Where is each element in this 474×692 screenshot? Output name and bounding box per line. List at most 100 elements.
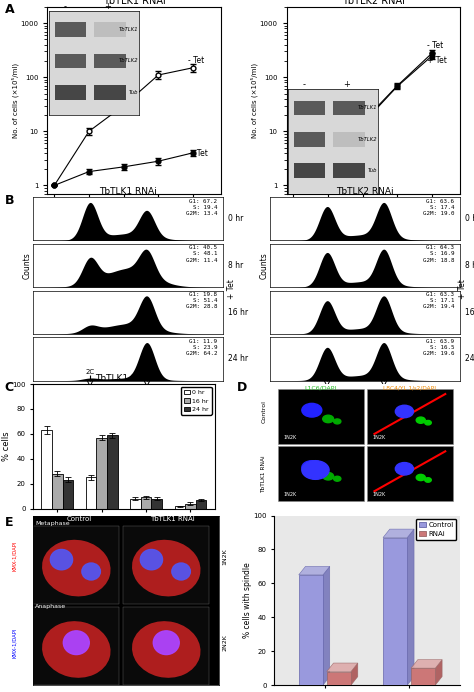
Text: 16 hr: 16 hr [228,308,248,317]
Y-axis label: Counts: Counts [260,252,269,279]
Text: 24 hr: 24 hr [465,354,474,363]
Ellipse shape [132,540,201,597]
Text: Metaphase: Metaphase [35,520,70,526]
X-axis label: Days post-induction: Days post-induction [335,215,411,224]
FancyBboxPatch shape [33,607,119,685]
Text: G1: 64.3
S: 16.9
G2M: 18.8: G1: 64.3 S: 16.9 G2M: 18.8 [423,245,454,263]
Text: Control: Control [261,400,266,423]
FancyBboxPatch shape [33,526,119,603]
Text: 8 hr: 8 hr [465,261,474,270]
Title: TbTLK1 RNAi: TbTLK1 RNAi [99,188,157,197]
Text: 1N2K: 1N2K [284,493,297,498]
Text: 1N2K: 1N2K [373,493,386,498]
Legend: Control, RNAi: Control, RNAi [416,519,456,540]
Circle shape [416,475,425,480]
Text: L1C6/DAPI: L1C6/DAPI [305,386,337,391]
Text: 8 hr: 8 hr [228,261,244,270]
Bar [411,668,435,685]
Text: Control: Control [67,516,92,522]
Y-axis label: Counts: Counts [23,252,32,279]
Text: C: C [5,381,14,394]
Circle shape [50,549,73,570]
Text: + Tet: + Tet [458,280,466,299]
Title: TbTLK2 RNAi: TbTLK2 RNAi [336,188,394,197]
Bar [174,506,185,509]
Text: 1N2K: 1N2K [373,435,386,440]
Circle shape [395,462,413,475]
Text: G1: 67.2
S: 19.4
G2M: 13.4: G1: 67.2 S: 19.4 G2M: 13.4 [186,199,217,216]
Bar [327,671,351,685]
Text: G1: 63.3
S: 17.1
G2M: 19.4: G1: 63.3 S: 17.1 G2M: 19.4 [423,292,454,309]
Polygon shape [351,663,358,685]
Text: G1: 11.9
S: 23.9
G2M: 64.2: G1: 11.9 S: 23.9 G2M: 64.2 [186,338,217,356]
Text: 1N2K: 1N2K [222,548,228,565]
Bar [96,437,107,509]
FancyBboxPatch shape [367,389,453,444]
FancyBboxPatch shape [123,526,210,603]
Bar [383,538,407,685]
FancyBboxPatch shape [278,446,364,501]
Ellipse shape [42,621,110,677]
FancyBboxPatch shape [278,389,364,444]
Text: 2N2K: 2N2K [222,635,228,651]
Text: 24 hr: 24 hr [228,354,248,363]
Circle shape [323,415,334,423]
Circle shape [302,461,322,475]
Text: - Tet: - Tet [188,57,204,66]
Title: TbTLK2 RNAi: TbTLK2 RNAi [342,0,405,6]
FancyBboxPatch shape [367,446,453,501]
Text: + Tet: + Tet [427,57,447,66]
Text: 0 hr: 0 hr [465,215,474,224]
Polygon shape [299,566,330,575]
Circle shape [416,417,425,424]
X-axis label: Days post-induction: Days post-induction [96,215,173,224]
Text: 16 hr: 16 hr [465,308,474,317]
Text: G1: 63.9
S: 16.5
G2M: 19.6: G1: 63.9 S: 16.5 G2M: 19.6 [423,338,454,356]
Bar [41,430,52,509]
Title: TbTLK1 RNAi: TbTLK1 RNAi [95,374,153,383]
Bar [63,480,73,509]
Text: Anaphase: Anaphase [35,603,66,609]
Text: D: D [237,381,247,394]
Circle shape [425,477,431,482]
Ellipse shape [132,621,201,677]
Circle shape [140,549,163,570]
Bar [299,575,323,685]
Text: - Tet: - Tet [427,41,443,50]
Polygon shape [383,529,414,538]
Text: TbTLK1 RNAi: TbTLK1 RNAi [150,516,195,522]
Polygon shape [407,529,414,685]
Title: TbTLK1 RNAi: TbTLK1 RNAi [103,0,165,6]
Circle shape [64,631,89,655]
Y-axis label: No. of cells (×10⁵/ml): No. of cells (×10⁵/ml) [11,63,19,138]
Text: G1: 63.6
S: 17.4
G2M: 19.0: G1: 63.6 S: 17.4 G2M: 19.0 [423,199,454,216]
Bar [86,477,96,509]
Bar [185,504,196,509]
Y-axis label: % cells: % cells [1,432,10,461]
Text: 0 hr: 0 hr [228,215,244,224]
Circle shape [302,403,322,417]
Circle shape [323,473,334,480]
Bar [152,499,162,509]
Bar [141,498,152,509]
Circle shape [172,563,191,580]
FancyBboxPatch shape [123,607,210,685]
Polygon shape [411,659,442,668]
Circle shape [153,631,179,655]
Y-axis label: No. of cells (×10⁵/ml): No. of cells (×10⁵/ml) [251,63,258,138]
Polygon shape [435,659,442,685]
Legend: 0 hr, 16 hr, 24 hr: 0 hr, 16 hr, 24 hr [181,388,211,415]
Ellipse shape [42,540,110,597]
Bar [107,435,118,509]
Circle shape [334,476,341,481]
Y-axis label: % cells with spindle: % cells with spindle [243,563,252,638]
Text: KMX-1/DAPI: KMX-1/DAPI [12,541,17,572]
Polygon shape [327,663,358,671]
Text: E: E [5,516,13,529]
Text: L8C4/YL 1/₈2/DAPI: L8C4/YL 1/₈2/DAPI [383,386,437,391]
Circle shape [302,461,329,480]
Bar [52,474,63,509]
Text: G1: 19.8
S: 51.4
G2M: 28.8: G1: 19.8 S: 51.4 G2M: 28.8 [186,292,217,309]
Text: B: B [5,194,14,207]
Text: 1N2K: 1N2K [284,435,297,440]
